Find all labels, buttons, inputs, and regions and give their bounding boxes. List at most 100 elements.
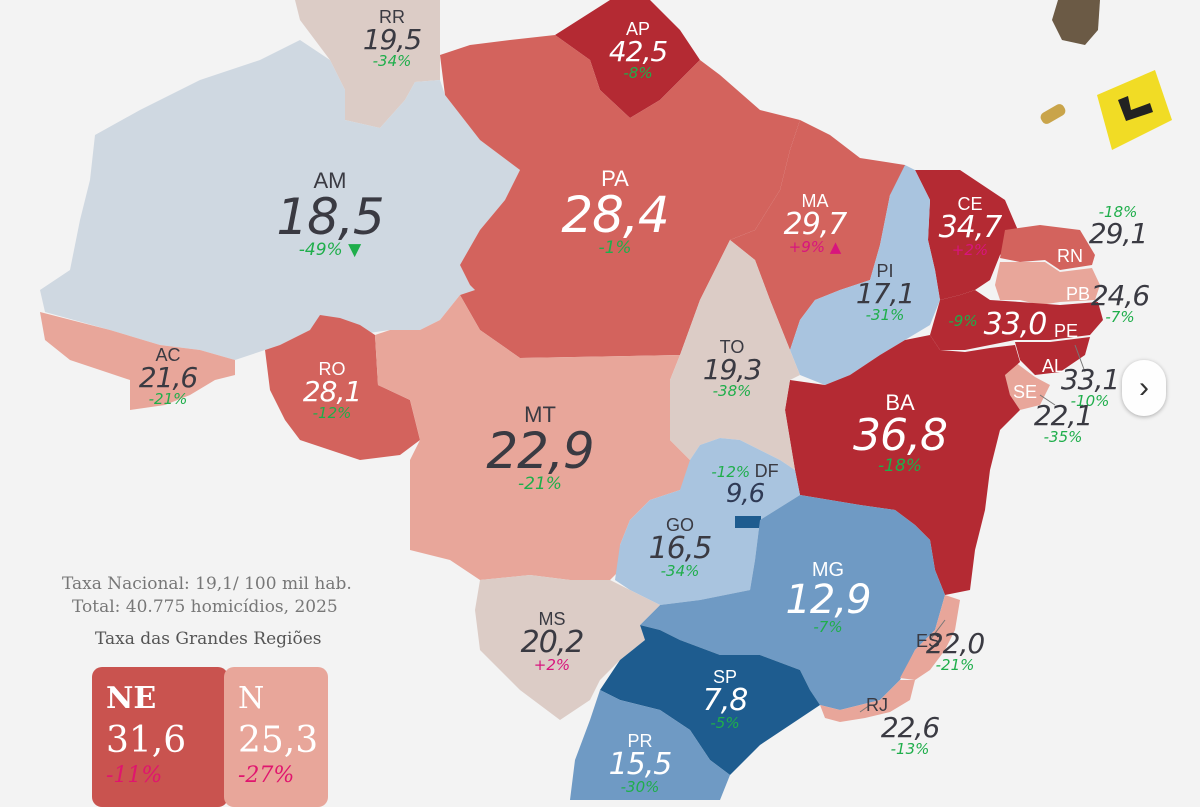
se-abbr: SE — [1012, 382, 1038, 402]
state-ms — [475, 575, 660, 720]
label-rn-value: -18% 29,1 — [1088, 203, 1148, 250]
state-to — [670, 240, 800, 470]
ro-change: -12% — [312, 404, 352, 422]
ro-abbr: RO — [318, 359, 346, 379]
chevron-right-icon: › — [1139, 371, 1149, 404]
state-rr — [295, 0, 440, 128]
state-se — [1005, 362, 1050, 410]
to-change: -38% — [712, 382, 752, 400]
rn-abbr: RN — [1057, 246, 1083, 266]
state-sp — [600, 625, 820, 775]
df-change: -12% — [711, 463, 751, 481]
label-df: -12% DF 9,6 — [711, 462, 778, 507]
go-change: -34% — [660, 562, 700, 580]
mg-change: -7% — [813, 618, 843, 636]
ba-abbr: BA — [885, 390, 915, 415]
state-pi — [790, 165, 940, 385]
label-ac: AC 21,6 -21% — [138, 345, 198, 408]
region-n-abbr: N — [238, 681, 265, 716]
state-ap — [555, 0, 700, 118]
es-value: 22,0 — [925, 627, 985, 660]
decorative-objects — [1040, 0, 1172, 150]
am-value: 18,5 — [276, 188, 384, 246]
label-se-value: 22,1 -35% — [1033, 399, 1093, 445]
ro-value: 28,1 — [302, 375, 362, 408]
al-abbr: AL — [1041, 356, 1065, 376]
label-ba: BA 36,8 -18% — [853, 390, 948, 476]
state-mt — [375, 295, 700, 580]
label-ms: MS 20,2 +2% — [521, 610, 585, 674]
rj-abbr: RJ — [866, 695, 888, 715]
pb-value: 24,6 — [1090, 279, 1150, 312]
sp-value: 7,8 — [702, 683, 749, 718]
state-mg — [640, 495, 945, 710]
ce-abbr: CE — [957, 194, 983, 214]
pa-value: 28,4 — [561, 186, 669, 244]
rn-value: 29,1 — [1088, 217, 1148, 250]
ap-abbr: AP — [625, 19, 650, 39]
pr-value: 15,5 — [608, 747, 673, 782]
se-value: 22,1 — [1033, 399, 1093, 432]
label-rr: RR 19,5 -34% — [362, 7, 422, 69]
rj-change: -13% — [890, 740, 930, 758]
up-arrow-icon: ▲ — [829, 238, 842, 256]
df-value: 9,6 — [725, 479, 765, 509]
rj-value: 22,6 — [880, 711, 940, 744]
pe-value: 33,0 — [983, 307, 1048, 342]
label-ce: CE 34,7 +2% — [938, 194, 1003, 259]
al-value: 33,1 — [1060, 363, 1120, 396]
label-pb-value: 24,6 -7% — [1090, 279, 1150, 326]
am-change: -49% — [298, 240, 343, 260]
pb-change: -7% — [1105, 308, 1135, 326]
state-ro — [265, 315, 420, 460]
go-abbr: GO — [665, 515, 695, 535]
connector-lines — [859, 344, 1086, 713]
es-abbr: ES — [915, 631, 941, 651]
ce-change: +2% — [951, 241, 989, 259]
to-value: 19,3 — [702, 353, 762, 386]
al-change: -10% — [1070, 392, 1110, 410]
region-ne-value: 31,6 — [106, 720, 187, 761]
region-n-change: -27% — [238, 763, 295, 788]
ms-change: +2% — [533, 656, 571, 674]
ce-value: 34,7 — [938, 210, 1003, 245]
ac-change: -21% — [148, 390, 188, 408]
region-n-value: 25,3 — [238, 720, 319, 761]
pe-abbr: PE — [1053, 321, 1079, 341]
next-slide-button[interactable]: › — [1122, 360, 1166, 416]
ma-change: +9% — [788, 238, 826, 256]
pr-change: -30% — [620, 778, 660, 796]
pr-abbr: PR — [627, 731, 653, 751]
label-al-value: 33,1 -10% — [1060, 363, 1120, 410]
state-df-marker — [735, 516, 761, 528]
state-pr — [570, 690, 730, 800]
ac-value: 21,6 — [138, 361, 198, 394]
label-ap: AP 42,5 -8% — [608, 19, 668, 81]
label-ma: MA 29,7 +9% ▲ — [784, 192, 848, 256]
ac-abbr: AC — [155, 345, 181, 365]
state-ma — [730, 120, 915, 350]
pe-change: -9% — [948, 312, 978, 330]
label-to: TO 19,3 -38% — [702, 338, 762, 400]
mt-change: -21% — [518, 474, 562, 494]
label-mt: MT 22,9 -21% — [486, 404, 594, 494]
region-ne-abbr: NE — [106, 681, 157, 716]
rr-abbr: RR — [379, 7, 405, 27]
label-es-value: 22,0 -21% — [925, 627, 985, 673]
rr-value: 19,5 — [362, 23, 422, 56]
pa-abbr: PA — [601, 166, 629, 191]
ba-change: -18% — [878, 456, 922, 476]
national-rate-text: Taxa Nacional: 19,1/ 100 mil hab. — [62, 574, 352, 594]
region-card-ne: NE 31,6 -11% — [92, 667, 228, 807]
state-ce — [915, 170, 1020, 300]
state-rj — [820, 680, 915, 722]
label-ro: RO 28,1 -12% — [302, 359, 362, 422]
region-ne-change: -11% — [106, 763, 163, 788]
label-go: GO 16,5 -34% — [649, 515, 713, 580]
label-pi: PI 17,1 -31% — [856, 262, 915, 323]
rn-change: -18% — [1098, 203, 1138, 221]
state-ac — [40, 312, 235, 410]
ap-value: 42,5 — [608, 35, 668, 68]
df-abbr: DF — [754, 461, 779, 481]
state-pe — [930, 290, 1103, 350]
